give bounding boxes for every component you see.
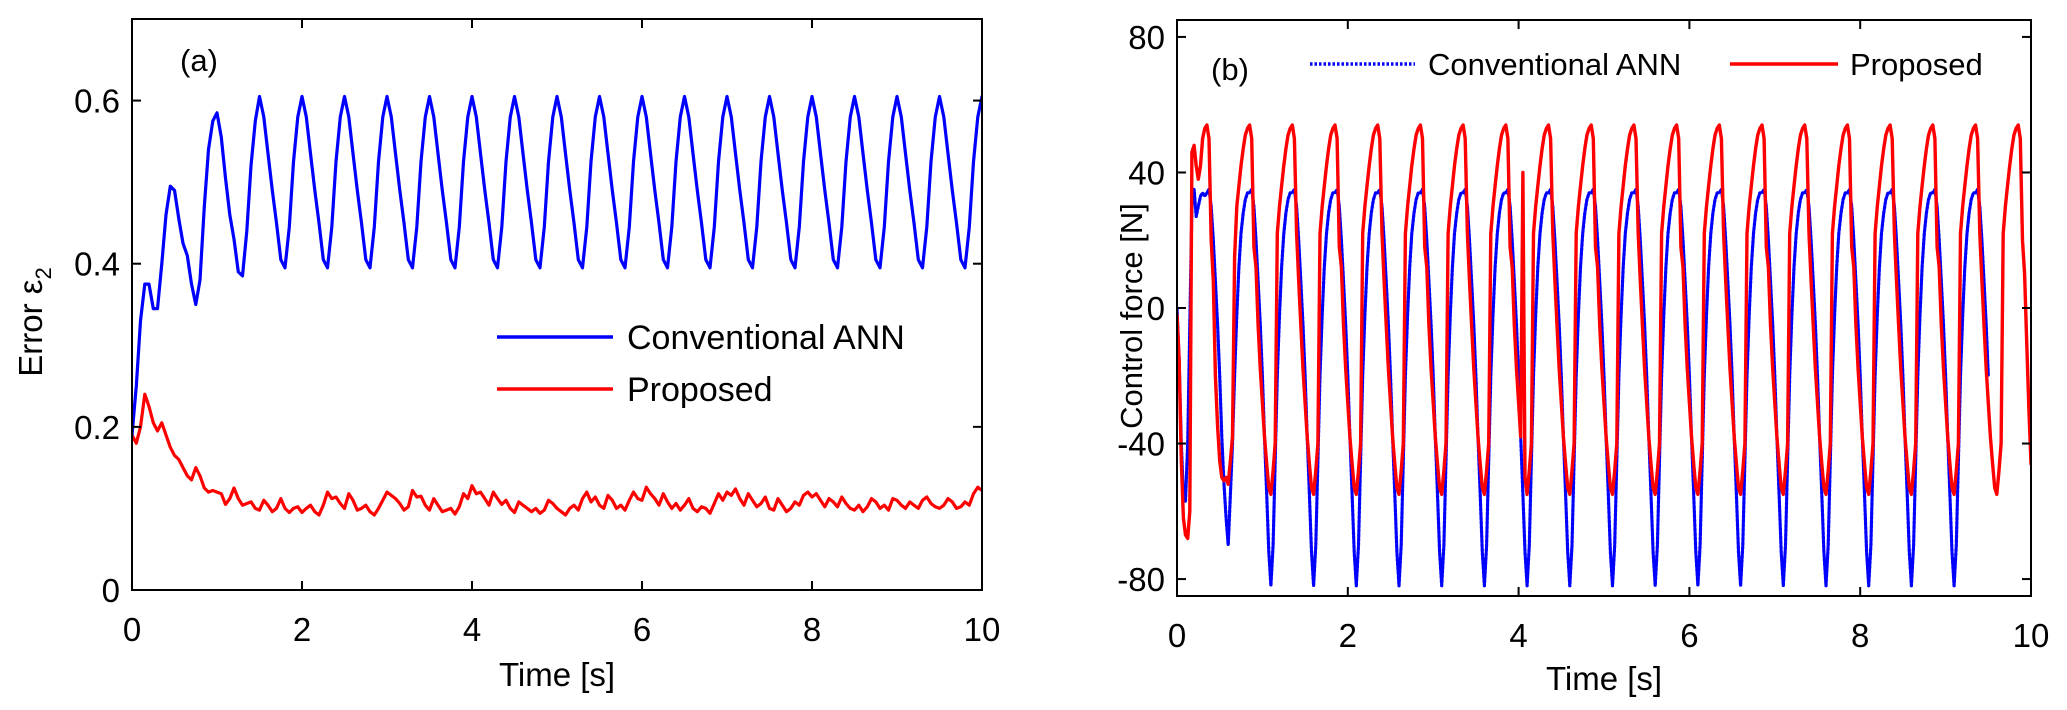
x-tick-label-b: 4 [1509, 617, 1527, 654]
legend-b-label-conventional-ann: Conventional ANN [1428, 47, 1681, 82]
series-line-a-proposed [132, 392, 982, 517]
y-axis-label-a-text: Error ε [12, 279, 49, 377]
plot-frame-b [1176, 19, 2032, 597]
y-axis-label-a: Error ε2 [12, 267, 56, 376]
y-axis-label-a-subscript: 2 [31, 267, 56, 279]
x-tick-label-a: 8 [803, 611, 821, 648]
y-tick-label-b: 40 [1128, 154, 1165, 191]
x-tick-label-b: 6 [1680, 617, 1698, 654]
chart-b: 0 2 4 6 8 10 -80 -40 0 40 80 (b) Time [s] Control … [1114, 19, 2049, 697]
y-tick-label-a: 0.4 [74, 246, 120, 283]
y-tick-label-a: 0.6 [74, 83, 120, 120]
panel-label-b: (b) [1211, 52, 1249, 87]
y-tick-label-b: -80 [1117, 561, 1165, 598]
series-line-b-proposed [1177, 123, 2031, 541]
plot-area-b [1177, 123, 2031, 588]
y-tick-label-a: 0.2 [74, 409, 120, 446]
panel-label-a: (a) [180, 43, 218, 78]
x-tick-label-a: 10 [964, 611, 1001, 648]
x-axis-label-a: Time [s] [499, 656, 615, 693]
plot-frame-a [131, 18, 983, 591]
x-tick-label-b: 8 [1851, 617, 1869, 654]
x-tick-label-a: 4 [463, 611, 481, 648]
x-tick-label-a: 0 [123, 611, 141, 648]
legend-b: Conventional ANN Proposed [1310, 47, 1983, 82]
legend-a-label-conventional-ann: Conventional ANN [627, 319, 905, 357]
axes-a: 0 2 4 6 8 10 0 0.2 0.4 0.6 [74, 19, 1000, 648]
legend-a: Conventional ANN Proposed [497, 319, 905, 409]
x-tick-label-b: 10 [2013, 617, 2050, 654]
y-axis-label-b: Control force [N] [1114, 203, 1149, 429]
x-tick-label-a: 6 [633, 611, 651, 648]
x-tick-label-b: 2 [1339, 617, 1357, 654]
plot-area-a [132, 94, 982, 517]
y-tick-label-a: 0 [102, 572, 120, 609]
x-tick-label-a: 2 [293, 611, 311, 648]
y-tick-label-b: -40 [1117, 426, 1165, 463]
y-tick-label-b: 80 [1128, 19, 1165, 56]
x-tick-label-b: 0 [1168, 617, 1186, 654]
series-line-a-conventional-ann [132, 94, 982, 437]
legend-a-label-proposed: Proposed [627, 371, 773, 409]
series-line-b-conventional-ann [1177, 187, 1990, 588]
legend-b-label-proposed: Proposed [1850, 47, 1983, 82]
y-tick-label-b: 0 [1147, 290, 1165, 327]
axes-b: 0 2 4 6 8 10 -80 -40 0 40 80 [1117, 19, 2049, 654]
x-axis-label-b: Time [s] [1546, 660, 1662, 697]
